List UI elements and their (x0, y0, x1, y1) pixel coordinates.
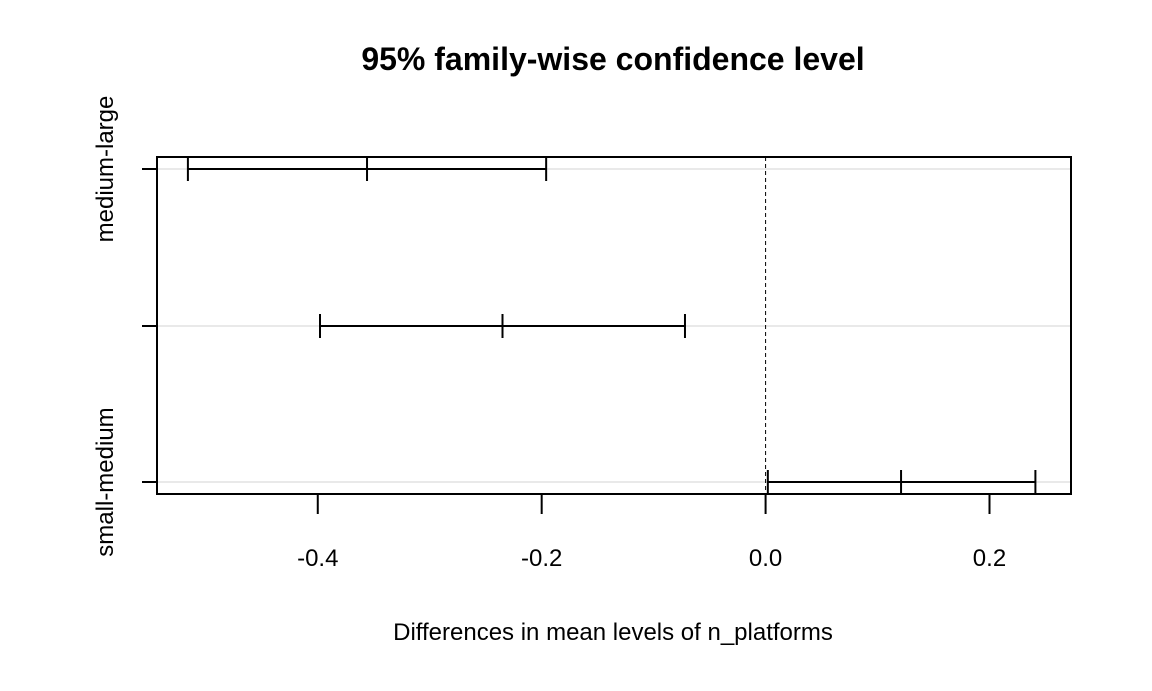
x-tick-label-0: -0.4 (297, 545, 338, 572)
chart-title: 95% family-wise confidence level (361, 41, 864, 77)
x-tick-label-1: -0.2 (521, 545, 562, 572)
x-tick-label-2: 0.0 (749, 545, 782, 572)
x-tick-label-3: 0.2 (973, 545, 1006, 572)
y-tick-label-0: medium-large (92, 96, 119, 243)
x-axis-label: Differences in mean levels of n_platform… (393, 619, 833, 646)
y-tick-label-2: small-medium (92, 407, 119, 556)
plot-area: medium-large small-medium -0.4 -0.2 0.0 0.2 (92, 96, 1072, 572)
